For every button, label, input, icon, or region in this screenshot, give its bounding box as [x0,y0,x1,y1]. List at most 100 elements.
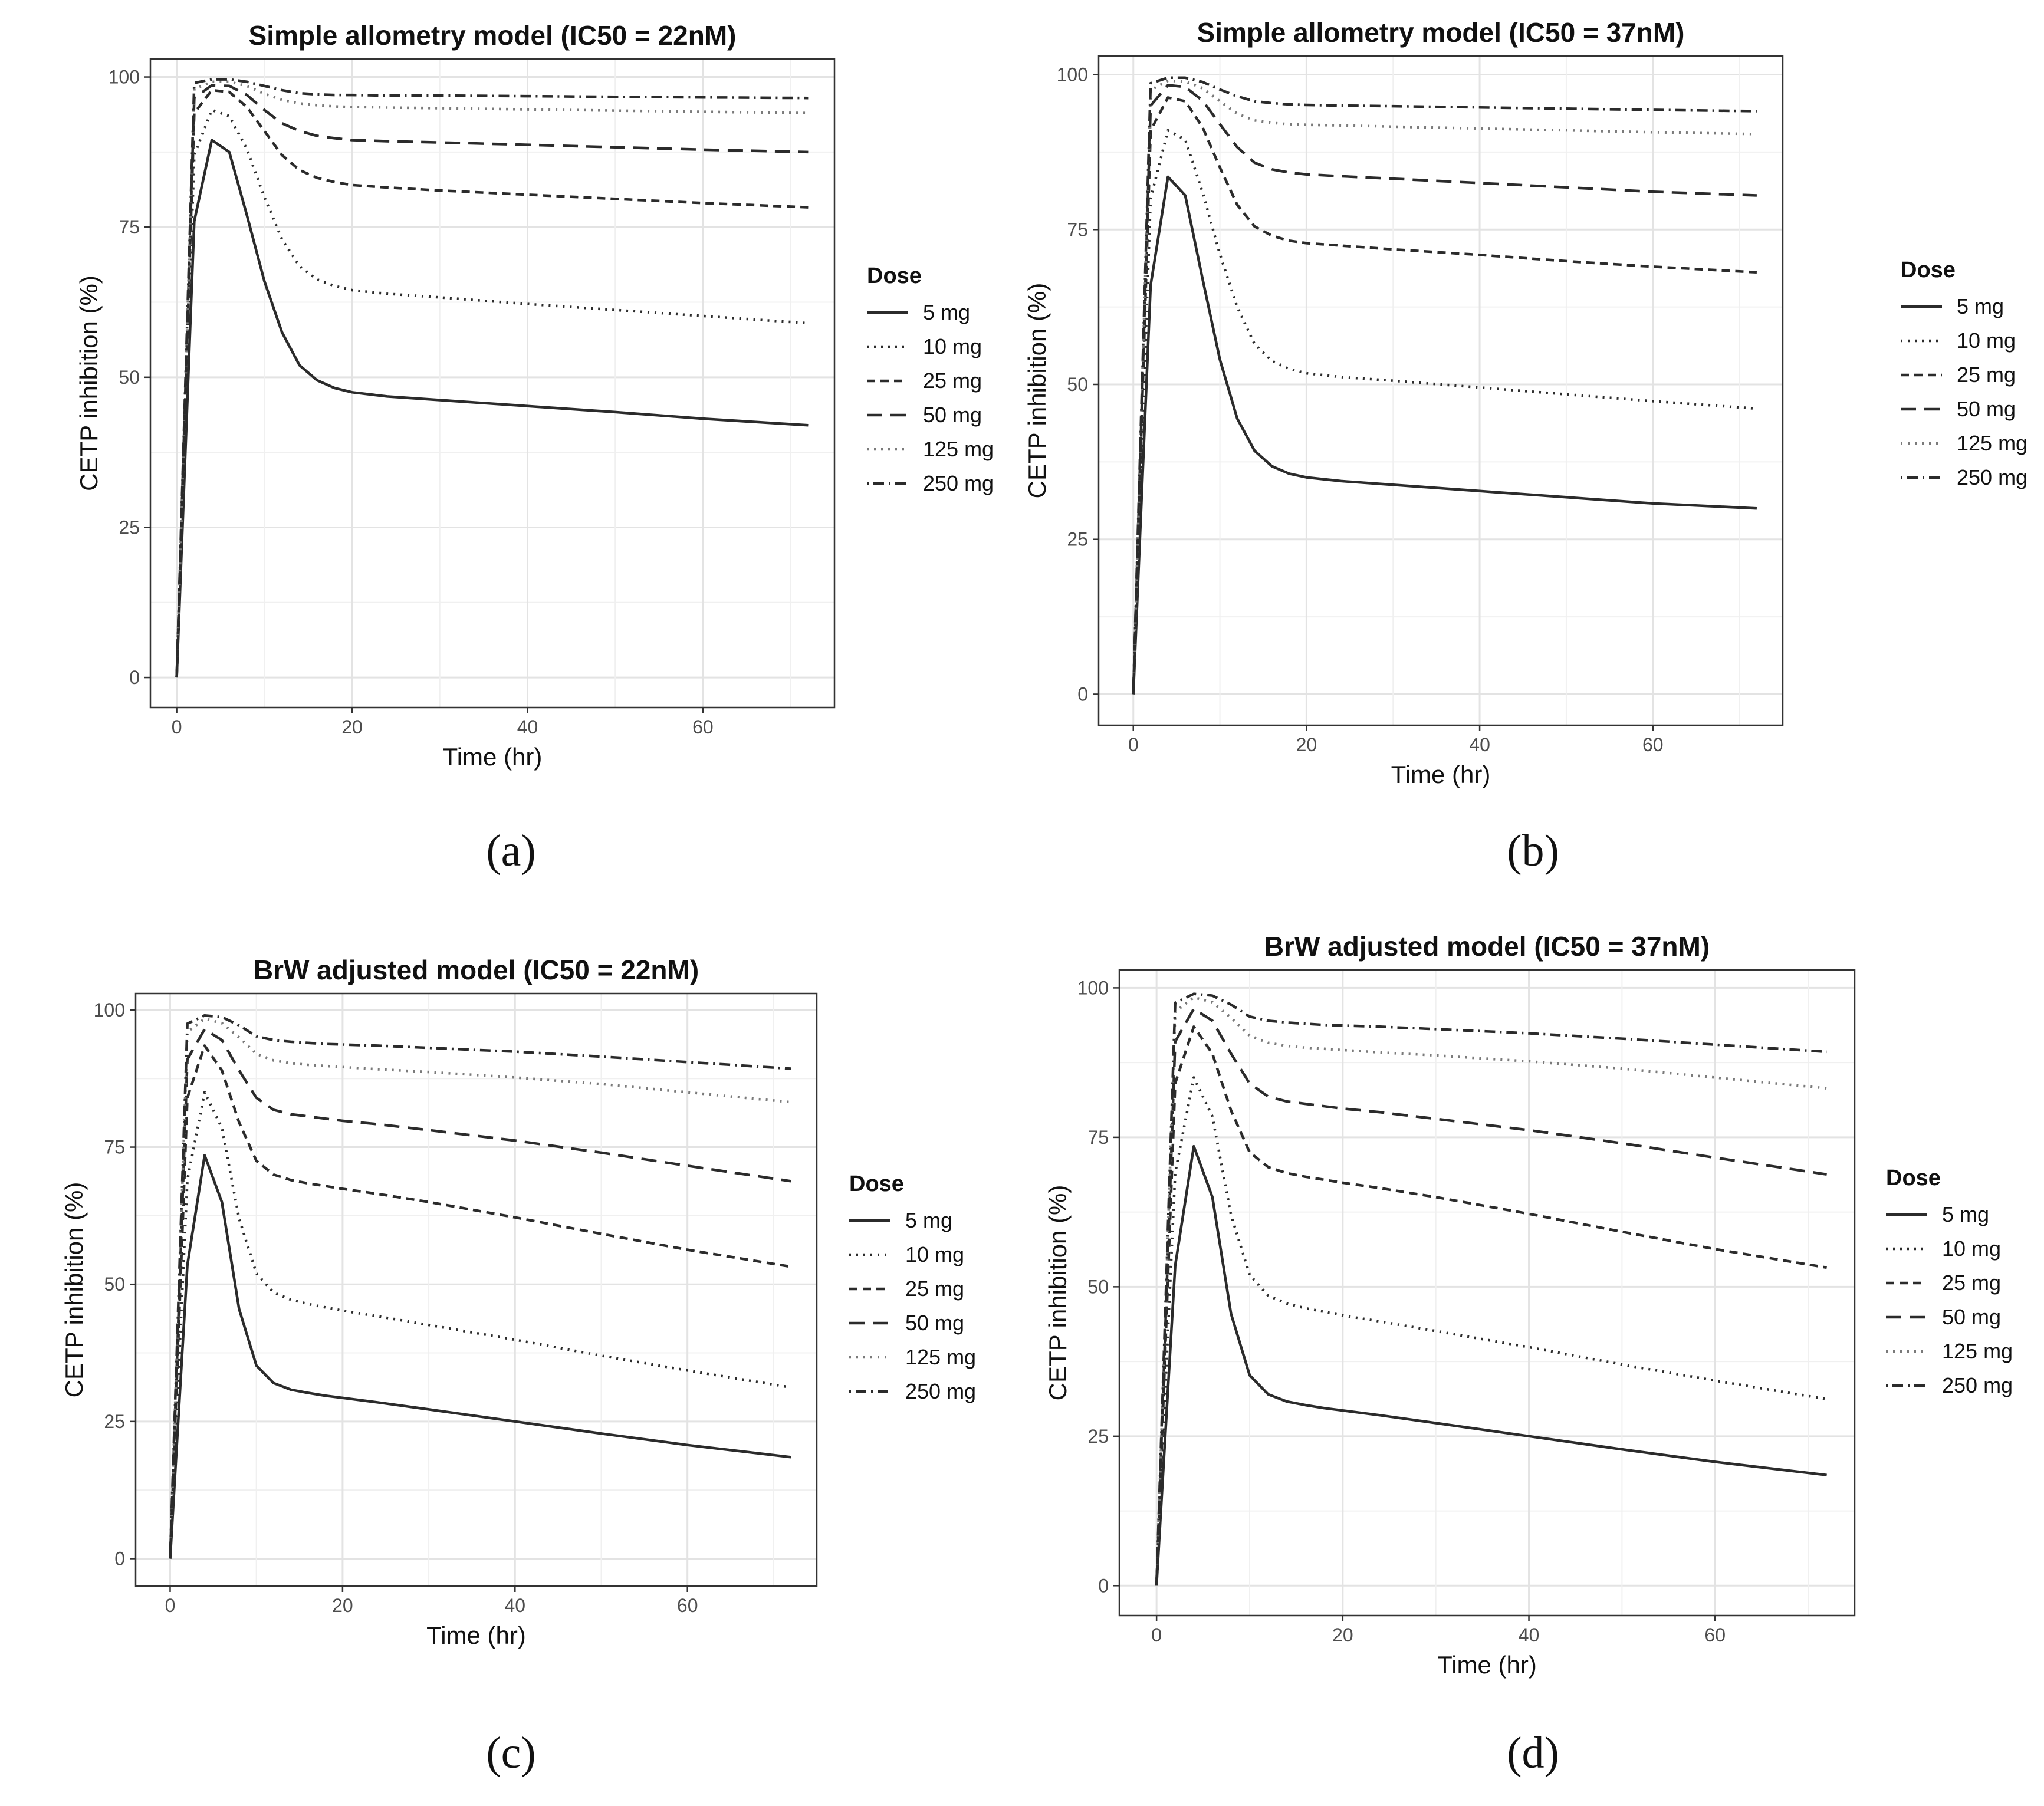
legend-label: 250 mg [905,1379,976,1403]
x-tick-label: 60 [677,1595,698,1616]
legend-label: 5 mg [1957,294,2004,318]
y-tick-label: 50 [104,1274,125,1295]
series-line-50-mg [1132,84,1757,695]
chart-svg-d: 0 25 50 75 100 0 20 40 60 BrW adjusted model (IC5… [1044,931,2013,1679]
y-tick-label: 25 [119,517,140,538]
x-axis-title: Time (hr) [443,743,543,771]
x-tick-label: 20 [341,716,363,738]
y-tick-label: 0 [129,667,140,688]
x-tick-label: 0 [172,716,182,738]
chart-panel-c: 0 25 50 75 100 0 20 40 60 BrW adjusted model (IC5… [0,902,1022,1787]
legend-label: 10 mg [1942,1236,2001,1261]
series-line-10-mg [175,108,809,678]
series-line-250-mg [1132,76,1757,695]
series-line-125-mg [175,80,809,678]
x-tick-label: 40 [1469,734,1490,755]
series-line-50-mg [1155,1007,1827,1586]
x-tick-label: 60 [692,716,714,738]
panel-label: (b) [1507,826,1559,876]
y-tick-label: 100 [1057,64,1088,85]
legend-label: 50 mg [905,1311,964,1335]
y-axis-title: CETP inhibition (%) [1023,283,1051,499]
series-line-10-mg [1132,129,1757,695]
series-line-250-mg [169,1014,791,1559]
legend-label: 125 mg [1942,1339,2013,1363]
chart-svg-a: 0 25 50 75 100 0 20 40 60 Simple allometry model … [75,20,994,771]
x-tick-label: 60 [1642,734,1664,755]
series-line-25-mg [169,1044,791,1559]
y-tick-label: 100 [94,999,125,1021]
x-tick-label: 40 [517,716,538,738]
y-tick-label: 0 [114,1548,125,1569]
x-axis-title: Time (hr) [1391,761,1491,788]
legend-title: Dose [1901,258,1956,282]
plot-frame [134,992,818,1587]
legend-title: Dose [867,264,922,288]
legend-label: 50 mg [1942,1305,2001,1329]
x-tick-label: 40 [1519,1624,1540,1646]
legend-label: 25 mg [905,1277,964,1301]
panel-label: (d) [1507,1728,1559,1778]
y-tick-label: 50 [1067,374,1088,395]
legend-label: 5 mg [923,300,970,324]
series-line-5-mg [175,139,809,678]
x-tick-label: 20 [1332,1624,1353,1646]
chart-panel-b: 0 25 50 75 100 0 20 40 60 Simple allometry model … [1022,0,2044,884]
chart-title: Simple allometry model (IC50 = 37nM) [1197,17,1685,48]
x-tick-label: 20 [1296,734,1317,755]
legend-label: 250 mg [923,471,994,495]
legend-title: Dose [849,1172,904,1196]
series-line-125-mg [169,1017,791,1559]
legend-label: 50 mg [1957,397,2016,421]
series-line-10-mg [1155,1076,1827,1586]
plot-frame [149,58,836,709]
x-tick-label: 20 [332,1595,353,1616]
y-tick-label: 100 [1077,977,1109,998]
legend-label: 250 mg [1942,1373,2013,1397]
legend-label: 25 mg [1957,363,2016,387]
y-tick-label: 75 [119,216,140,238]
legend-label: 250 mg [1957,465,2027,489]
chart-title: BrW adjusted model (IC50 = 22nM) [254,955,699,985]
chart-title: Simple allometry model (IC50 = 22nM) [249,20,737,51]
y-tick-label: 50 [119,367,140,388]
y-tick-label: 100 [109,67,140,88]
y-tick-label: 75 [1087,1127,1109,1148]
series-line-50-mg [175,84,809,678]
plot-frame [1097,55,1784,726]
y-axis-title: CETP inhibition (%) [75,275,103,491]
legend-label: 25 mg [1942,1271,2001,1295]
y-tick-label: 50 [1087,1276,1109,1297]
legend-label: 25 mg [923,369,982,393]
x-tick-label: 40 [504,1595,525,1616]
legend-title: Dose [1886,1166,1941,1190]
y-tick-label: 0 [1098,1575,1109,1596]
series-line-50-mg [169,1028,791,1559]
y-tick-label: 75 [1067,219,1088,240]
x-axis-title: Time (hr) [1437,1651,1537,1679]
chart-title: BrW adjusted model (IC50 = 37nM) [1264,931,1710,962]
legend-label: 125 mg [923,437,994,461]
series-line-5-mg [1132,175,1757,695]
series-line-250-mg [1155,992,1827,1586]
chart-svg-c: 0 25 50 75 100 0 20 40 60 BrW adjusted model (IC5… [60,955,976,1649]
legend-label: 125 mg [905,1345,976,1369]
chart-panel-d: 0 25 50 75 100 0 20 40 60 BrW adjusted model (IC5… [1022,902,2044,1787]
series-line-5-mg [1155,1144,1827,1586]
plot-frame [1118,969,1856,1617]
legend-label: 5 mg [1942,1202,1989,1226]
series-line-125-mg [1155,996,1827,1586]
x-tick-label: 60 [1704,1624,1726,1646]
y-tick-label: 75 [104,1137,125,1158]
x-tick-label: 0 [1151,1624,1162,1646]
y-axis-title: CETP inhibition (%) [60,1182,88,1398]
legend-label: 5 mg [905,1208,952,1232]
legend-label: 125 mg [1957,431,2027,455]
panel-label: (a) [486,826,536,876]
y-tick-label: 0 [1077,683,1088,705]
series-line-25-mg [1132,96,1757,695]
y-tick-label: 25 [104,1411,125,1432]
legend-label: 10 mg [1957,328,2016,353]
x-tick-label: 0 [165,1595,176,1616]
x-axis-title: Time (hr) [426,1621,526,1649]
